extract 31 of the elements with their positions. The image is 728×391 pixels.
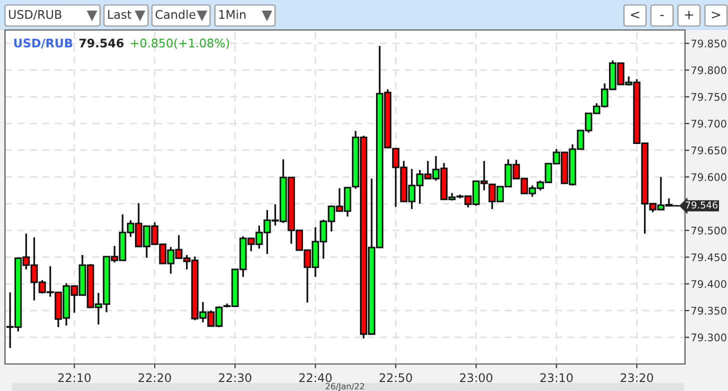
text: 1Min [219, 10, 246, 19]
text: 79.546 +0.850(+1.08%) [79, 38, 229, 49]
y-tick-label: 79.500 [691, 226, 726, 235]
text: - [660, 15, 664, 16]
x-tick-label: 23:10 [540, 373, 573, 382]
x-tick-label: 23:20 [620, 373, 654, 382]
text: USD/RUB [9, 10, 62, 20]
y-tick-label: 79.400 [691, 280, 726, 288]
text: + [684, 10, 694, 20]
x-tick-label: 22:10 [58, 373, 91, 382]
y-tick-label: 79.700 [691, 120, 726, 128]
text: USD/RUB [14, 38, 72, 48]
x-axis-title: 26/Jan/22 [326, 383, 364, 391]
text: < [630, 11, 640, 19]
text: > [712, 11, 720, 19]
y-tick-label: 79.450 [691, 253, 726, 262]
x-tick-label: 22:30 [218, 373, 252, 382]
y-tick-label: 79.650 [691, 146, 726, 154]
x-tick-label: 22:40 [299, 373, 332, 382]
x-tick-label: 22:50 [380, 373, 412, 382]
x-tick-label: 22:20 [138, 373, 171, 382]
y-tick-label: 79.800 [691, 66, 726, 74]
text: Last [108, 10, 132, 19]
text: Candle [156, 10, 196, 19]
y-tick-label: 79.750 [691, 93, 726, 101]
x-tick-label: 23:00 [460, 373, 492, 382]
y-tick-label: 79.300 [691, 334, 726, 342]
annotation: 79.546 [686, 201, 718, 209]
y-tick-label: 79.850 [691, 40, 726, 48]
y-tick-label: 79.600 [691, 173, 726, 182]
y-tick-label: 79.350 [691, 306, 726, 315]
